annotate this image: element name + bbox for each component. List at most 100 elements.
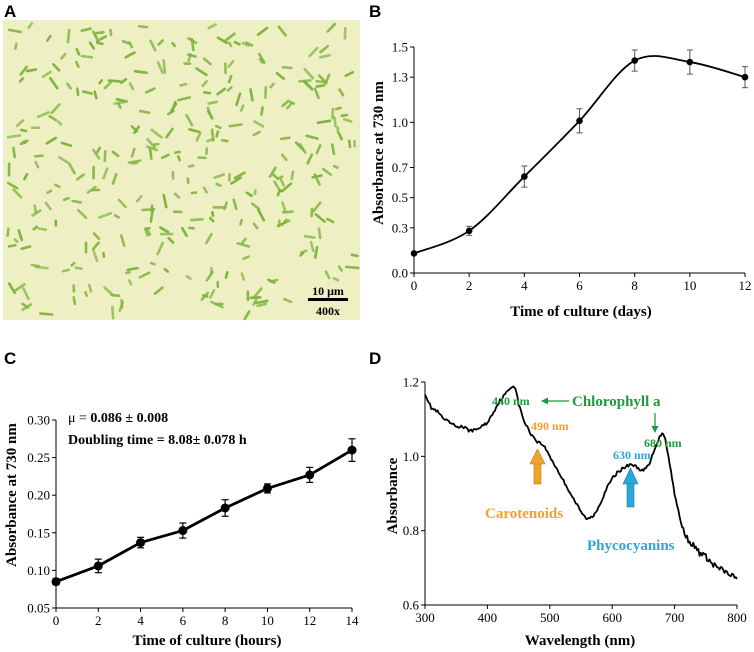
cell [245, 191, 253, 198]
cell [91, 188, 101, 192]
cell [92, 148, 101, 160]
cell [82, 90, 93, 95]
cell [92, 165, 95, 180]
cell [202, 294, 209, 298]
cell [256, 208, 266, 222]
scale-bar [308, 298, 348, 301]
cell [127, 159, 142, 164]
chart-b-point [576, 117, 583, 125]
cell [17, 229, 24, 242]
cell [138, 271, 151, 279]
cell [269, 82, 275, 89]
cell [313, 245, 319, 259]
cell [353, 139, 356, 148]
chart-b-y-tick-label: 0.5 [392, 190, 408, 205]
scale-bar-label: 10 μm [312, 284, 344, 298]
cell [315, 144, 322, 155]
cell [279, 136, 291, 141]
chart-c-point [220, 503, 230, 513]
carotenoids-label: Carotenoids [485, 506, 563, 522]
cell [128, 82, 135, 91]
cell [113, 100, 126, 105]
cell [338, 88, 345, 97]
cell [188, 226, 195, 230]
cell [227, 74, 233, 84]
cell [48, 114, 58, 122]
cell [72, 284, 76, 293]
cell [153, 286, 164, 295]
cell [20, 245, 32, 251]
cell [156, 241, 165, 256]
cell [303, 80, 314, 91]
cell [236, 242, 251, 248]
cell [32, 225, 39, 231]
chart-b-x-tick-label: 2 [466, 278, 473, 293]
cell [256, 302, 268, 308]
cell [93, 90, 98, 100]
cell [280, 153, 288, 162]
cell [163, 267, 170, 273]
cell [195, 131, 202, 142]
cell [268, 166, 277, 178]
cell [205, 232, 213, 245]
cell [315, 79, 326, 84]
cell [103, 150, 107, 163]
cell [224, 32, 236, 42]
cell [92, 241, 101, 250]
cell [195, 67, 208, 77]
cell [95, 146, 102, 154]
cell [92, 30, 99, 40]
cell [84, 241, 88, 254]
cell [113, 214, 120, 219]
cell [208, 216, 215, 223]
cell [230, 176, 242, 185]
cell [109, 28, 113, 37]
cell [276, 175, 284, 181]
cell [312, 201, 322, 213]
cell [177, 155, 181, 162]
cell [144, 227, 149, 237]
cell [233, 40, 241, 46]
cell [257, 52, 266, 64]
chart-c-point [347, 445, 357, 455]
cell [241, 41, 250, 47]
cell [6, 181, 19, 190]
cell [224, 270, 229, 280]
micrograph-image [3, 20, 360, 320]
cell [289, 100, 295, 105]
cell [95, 41, 104, 46]
cell [110, 293, 121, 298]
cell [253, 120, 265, 128]
growth-rate-annotation: μ = 0.086 ± 0.008 [68, 411, 168, 426]
cell [324, 73, 331, 85]
cell [36, 111, 50, 119]
cell [249, 88, 254, 102]
cell [51, 62, 61, 72]
cell [13, 238, 19, 244]
chart-b-ylabel: Absorbance at 730 nm [371, 81, 387, 225]
cell [324, 270, 331, 280]
cell [148, 147, 153, 160]
cell [207, 100, 219, 105]
cell [344, 265, 360, 270]
chart-c-series-line [55, 448, 353, 583]
cell [267, 278, 276, 284]
cell [277, 25, 287, 37]
cell [150, 128, 163, 139]
cell [159, 232, 174, 236]
cell [14, 42, 18, 50]
chart-c-point [136, 538, 146, 548]
cell [343, 26, 347, 40]
cell [34, 154, 44, 158]
cell [317, 227, 322, 240]
cell [350, 253, 359, 258]
cell [145, 87, 156, 94]
cell [75, 173, 85, 181]
cell [76, 87, 80, 97]
chart-d-x-tick-label: 800 [727, 610, 747, 625]
panel-a-letter: A [4, 2, 16, 21]
cell [173, 192, 181, 199]
cell [45, 34, 52, 42]
chart-c-y-tick-label: 0.30 [27, 413, 50, 428]
chart-b-y-tick-label: 1.0 [392, 115, 408, 130]
